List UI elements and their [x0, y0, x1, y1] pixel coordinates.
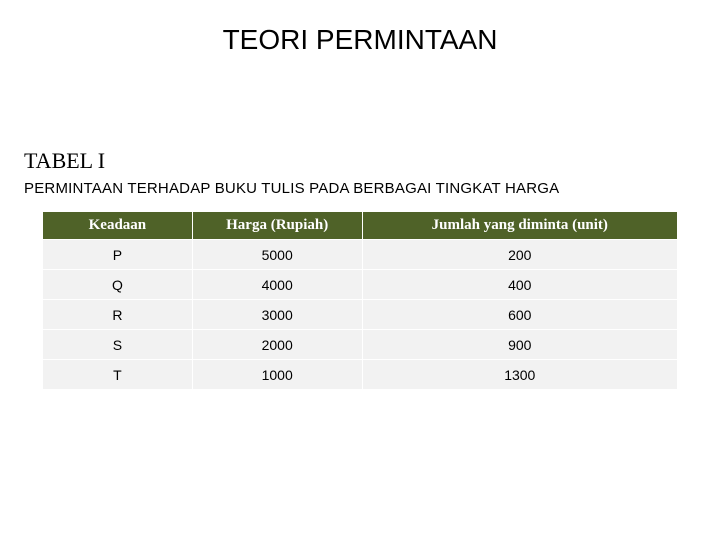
- table-section: TABEL I PERMINTAAN TERHADAP BUKU TULIS P…: [24, 148, 696, 390]
- table-cell: 3000: [192, 300, 362, 330]
- table-row: T 1000 1300: [43, 360, 678, 390]
- table-header-row: Keadaan Harga (Rupiah) Jumlah yang dimin…: [43, 212, 678, 240]
- table-cell: 200: [362, 240, 677, 270]
- table-header-cell: Harga (Rupiah): [192, 212, 362, 240]
- table-cell: 5000: [192, 240, 362, 270]
- table-row: Q 4000 400: [43, 270, 678, 300]
- table-cell: T: [43, 360, 193, 390]
- table-cell: 1300: [362, 360, 677, 390]
- table-cell: R: [43, 300, 193, 330]
- table-cell: 900: [362, 330, 677, 360]
- table-header-cell: Keadaan: [43, 212, 193, 240]
- table-row: S 2000 900: [43, 330, 678, 360]
- table-header-cell: Jumlah yang diminta (unit): [362, 212, 677, 240]
- table-cell: 600: [362, 300, 677, 330]
- table-cell: S: [43, 330, 193, 360]
- table-row: R 3000 600: [43, 300, 678, 330]
- table-label: TABEL I: [24, 148, 696, 174]
- table-cell: 2000: [192, 330, 362, 360]
- page-title: TEORI PERMINTAAN: [223, 24, 498, 56]
- table-cell: 1000: [192, 360, 362, 390]
- table-cell: 4000: [192, 270, 362, 300]
- table-cell: Q: [43, 270, 193, 300]
- demand-table: Keadaan Harga (Rupiah) Jumlah yang dimin…: [42, 211, 678, 390]
- table-row: P 5000 200: [43, 240, 678, 270]
- table-cell: P: [43, 240, 193, 270]
- table-cell: 400: [362, 270, 677, 300]
- table-subtitle: PERMINTAAN TERHADAP BUKU TULIS PADA BERB…: [24, 180, 696, 197]
